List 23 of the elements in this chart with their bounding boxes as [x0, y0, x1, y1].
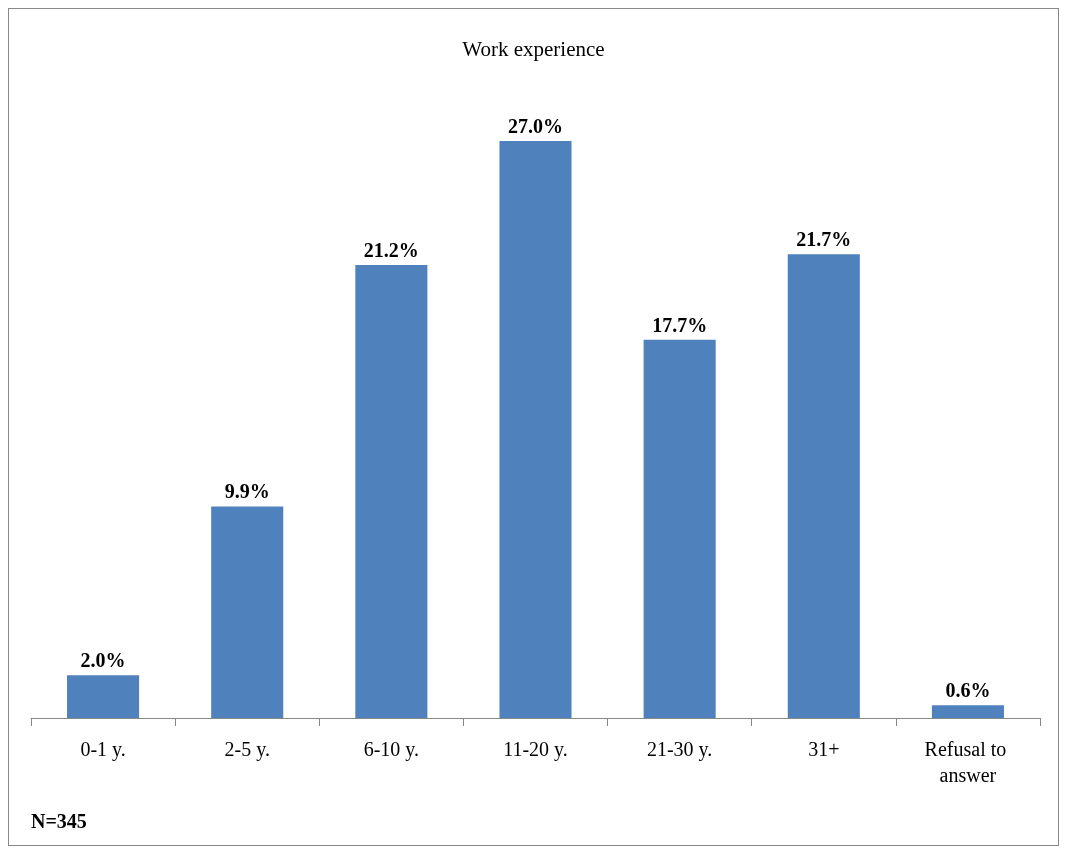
chart-title: Work experience	[462, 36, 605, 61]
data-label: 21.7%	[796, 228, 852, 251]
bar	[499, 141, 572, 718]
x-tick-label: 0-1 y.	[80, 738, 126, 761]
data-label: 0.6%	[945, 679, 991, 702]
bar	[67, 675, 140, 718]
data-label: 9.9%	[224, 480, 270, 503]
data-label: 17.7%	[652, 313, 708, 336]
data-label: 2.0%	[80, 649, 126, 672]
bar	[211, 506, 284, 718]
text: N=345	[31, 810, 87, 832]
x-tick-label: 21-30 y.	[646, 738, 713, 761]
bar	[931, 705, 1004, 718]
x-tick-label: 6-10 y.	[363, 738, 420, 761]
bar	[643, 339, 716, 718]
x-tick-label: 2-5 y.	[224, 738, 270, 761]
x-tick-label: 31+	[808, 738, 840, 760]
x-tick-label: Refusal to answer	[924, 738, 1012, 786]
bar	[787, 254, 860, 718]
bar	[355, 265, 428, 718]
data-label: 21.2%	[363, 239, 419, 262]
data-label: 27.0%	[508, 115, 563, 138]
x-tick-label: 11-20 y.	[503, 738, 568, 761]
